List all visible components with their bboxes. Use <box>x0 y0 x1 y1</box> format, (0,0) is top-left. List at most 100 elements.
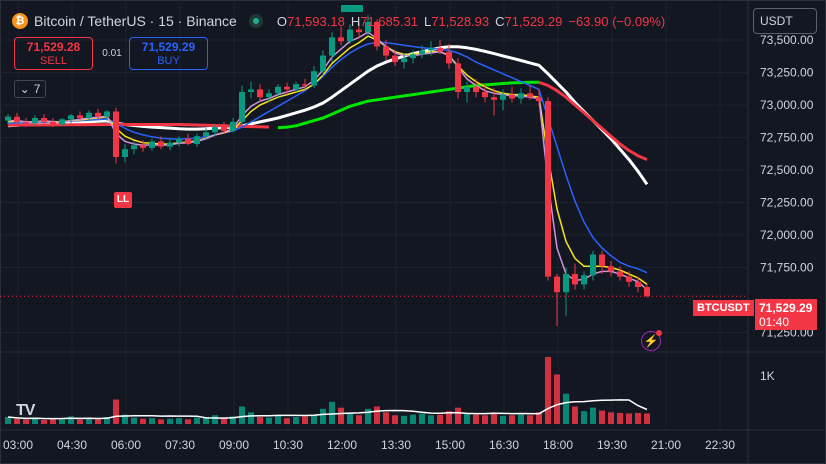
volume-bar <box>455 407 461 424</box>
price-tick-label: 73,250.00 <box>760 66 814 80</box>
volume-bar <box>473 414 479 424</box>
candles <box>5 15 650 326</box>
volume-bar <box>203 417 209 424</box>
candle-body <box>527 93 533 98</box>
currency-select[interactable]: USDT <box>753 8 817 34</box>
candle-body <box>545 101 551 277</box>
candle-body <box>572 274 578 285</box>
symbol-title[interactable]: Bitcoin / TetherUS · 15 · Binance <box>34 13 237 29</box>
candle-body <box>491 97 497 100</box>
price-tick-label: 72,750.00 <box>760 131 814 145</box>
time-tick-label: 18:00 <box>543 438 573 452</box>
volume-bar <box>392 415 398 424</box>
high-value: 71,685.31 <box>360 13 419 29</box>
bitcoin-icon: ₿ <box>12 13 28 29</box>
candle-body <box>266 93 272 98</box>
spread-value: 0.01 <box>102 48 122 59</box>
volume-bar <box>131 417 137 424</box>
lightning-icon[interactable]: ⚡ <box>641 330 662 351</box>
close-value: 71,529.29 <box>504 13 563 29</box>
volume-bar <box>419 413 425 424</box>
candle-body <box>500 94 506 100</box>
volume-bar <box>527 415 533 424</box>
volume-bar <box>194 417 200 424</box>
candle-body <box>599 254 605 267</box>
volume-bar <box>338 407 344 424</box>
candle-body <box>131 145 137 150</box>
volume-bar <box>284 418 290 424</box>
candle-body <box>518 93 524 99</box>
symbol-header[interactable]: ₿ Bitcoin / TetherUS · 15 · Binance O71,… <box>12 10 665 32</box>
time-tick-label: 03:00 <box>3 438 33 452</box>
moving-average-line <box>7 35 648 286</box>
price-tick-label: 73,500.00 <box>760 33 814 47</box>
candle-body <box>329 37 335 56</box>
candle-body <box>374 21 380 47</box>
volume-bar <box>401 415 407 424</box>
candle-body <box>581 275 587 285</box>
volume-bar <box>374 406 380 424</box>
candle-body <box>284 86 290 90</box>
volume-bar <box>482 415 488 424</box>
volume-bar <box>329 401 335 424</box>
candle-body <box>554 276 560 293</box>
candle-body <box>419 50 425 55</box>
candle-body <box>167 142 173 147</box>
volume-bar <box>149 418 155 424</box>
candle-body <box>410 54 416 59</box>
volume-bar <box>5 417 11 424</box>
volume-bar <box>248 412 254 424</box>
volume-bar <box>275 415 281 424</box>
volume-ma-line <box>7 399 648 420</box>
time-tick-label: 19:30 <box>597 438 627 452</box>
candle-body <box>428 47 434 51</box>
volume-bar <box>635 412 641 424</box>
axes: 73,500.00 73,250.00 73,000.00 72,750.00 72,5… <box>3 33 814 452</box>
change-value: −63.90 (−0.09%) <box>568 13 666 29</box>
volume-bar <box>410 414 416 424</box>
volume-bar <box>491 412 497 424</box>
volume-bar <box>464 413 470 424</box>
volume-bar <box>266 417 272 424</box>
candle-body <box>536 97 542 102</box>
time-tick-label: 15:00 <box>435 438 465 452</box>
candle-body <box>347 29 353 42</box>
candle-body <box>293 84 299 90</box>
buy-button[interactable]: 71,529.29 BUY <box>129 37 208 70</box>
sell-price: 71,529.28 <box>26 39 81 54</box>
moving-average-line <box>7 80 648 161</box>
candle-body <box>509 94 515 99</box>
tradingview-logo[interactable]: TV <box>16 402 35 419</box>
volume-bar <box>230 416 236 424</box>
volume-bar <box>563 393 569 424</box>
candle-body <box>77 115 83 118</box>
candle-body <box>140 145 146 148</box>
volume-bar <box>23 419 29 424</box>
sell-button[interactable]: 71,529.28 SELL <box>14 37 93 70</box>
volume-bar <box>239 406 245 424</box>
time-tick-label: 10:30 <box>273 438 303 452</box>
volume-bar <box>14 418 20 424</box>
candle-body <box>311 71 317 86</box>
indicators-toggle-button[interactable]: ⌄ 7 <box>14 80 46 98</box>
volume-bar <box>59 418 65 424</box>
volume-bar <box>122 414 128 424</box>
volume-bar <box>437 414 443 424</box>
high-label: H <box>350 13 361 29</box>
candle-body <box>275 86 281 94</box>
candle-body <box>617 271 623 277</box>
close-label: C <box>495 13 505 29</box>
volume-bar <box>176 418 182 424</box>
candle-body <box>5 116 11 121</box>
last-price-tag: 71,529.29 01:40 <box>755 299 817 330</box>
candle-body <box>302 84 308 86</box>
candle-body <box>401 58 407 63</box>
ohlc-values: O71,593.18 H71,685.31 L71,528.93 C71,529… <box>277 14 665 29</box>
candle-body <box>338 37 344 42</box>
volume-bar <box>86 417 92 424</box>
buy-price: 71,529.29 <box>141 39 196 54</box>
candle-body <box>239 92 245 122</box>
volume-bars <box>5 356 650 424</box>
volume-bar <box>572 406 578 424</box>
